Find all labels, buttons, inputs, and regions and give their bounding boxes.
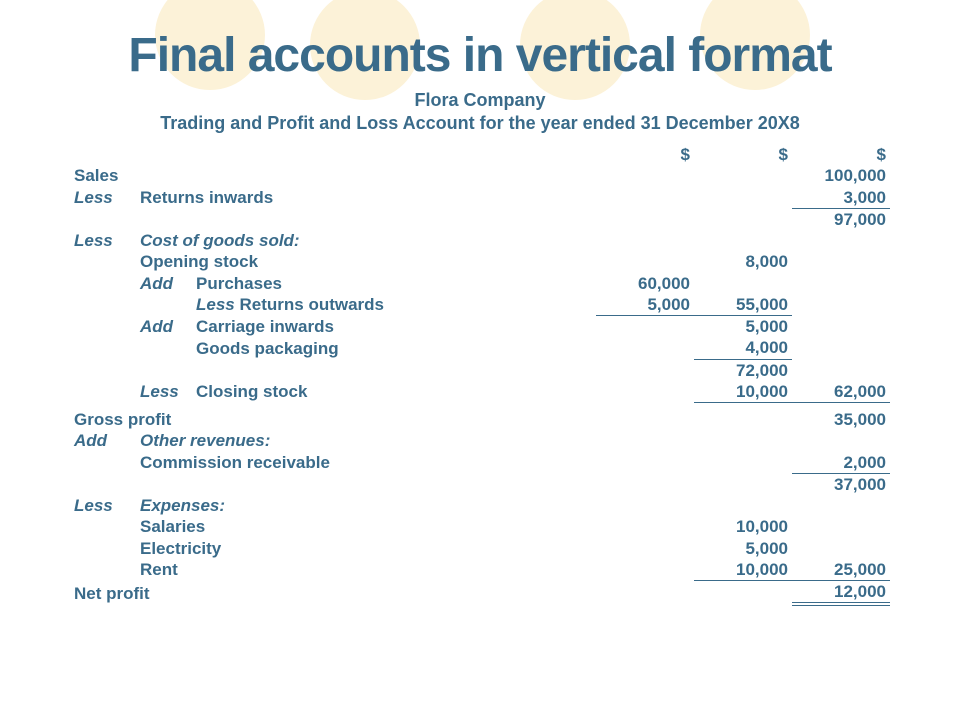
accounts-table: $ $ $ Sales 100,000 Less Returns inwards… [70,144,890,606]
subheading: Flora Company Trading and Profit and Los… [0,89,960,134]
less-label-3: Less [136,381,192,403]
gross-profit-value: 35,000 [792,409,890,430]
col-header-2: $ [694,144,792,165]
salaries-label: Salaries [136,516,596,537]
other-revenues-heading: Other revenues: [136,430,596,451]
returns-outwards-value: 5,000 [596,294,694,316]
row-electricity: Electricity 5,000 [70,538,890,559]
row-opening-stock: Opening stock 8,000 [70,251,890,272]
col-header-3: $ [792,144,890,165]
goods-packaging-label: Goods packaging [192,337,596,359]
rent-value: 10,000 [694,559,792,581]
returns-outwards-label: Returns outwards [239,295,384,314]
closing-stock-value: 10,000 [694,381,792,403]
less-label: Less [70,187,136,209]
row-net-profit: Net profit 12,000 [70,581,890,605]
row-other-revenues-heading: Add Other revenues: [70,430,890,451]
company-name: Flora Company [0,89,960,112]
less-label-4: Less [70,495,136,516]
commission-value: 2,000 [792,452,890,474]
currency-header-row: $ $ $ [70,144,890,165]
row-purchases: Add Purchases 60,000 [70,273,890,294]
row-commission: Commission receivable 2,000 [70,452,890,474]
account-sheet: $ $ $ Sales 100,000 Less Returns inwards… [70,144,890,606]
net-profit-value: 12,000 [792,581,890,605]
carriage-inwards-label: Carriage inwards [192,316,596,338]
goods-available-value: 72,000 [694,359,792,381]
row-gross-profit: Gross profit 35,000 [70,409,890,430]
add-label-3: Add [70,430,136,451]
net-profit-label: Net profit [70,581,596,605]
row-goods-packaging: Goods packaging 4,000 [70,337,890,359]
net-sales-value: 97,000 [792,208,890,230]
sales-label: Sales [70,165,596,186]
row-closing-stock: Less Closing stock 10,000 62,000 [70,381,890,403]
cogs-total-value: 62,000 [792,381,890,403]
row-returns-outwards: Less Returns outwards 5,000 55,000 [70,294,890,316]
goods-packaging-value: 4,000 [694,337,792,359]
expenses-total-value: 25,000 [792,559,890,581]
col-header-1: $ [596,144,694,165]
row-after-other-rev: 37,000 [70,473,890,495]
rent-label: Rent [136,559,596,581]
closing-stock-label: Closing stock [192,381,596,403]
row-salaries: Salaries 10,000 [70,516,890,537]
opening-stock-label: Opening stock [136,251,596,272]
commission-label: Commission receivable [136,452,596,474]
row-net-sales: 97,000 [70,208,890,230]
gross-profit-label: Gross profit [70,409,596,430]
returns-inwards-label: Returns inwards [136,187,596,209]
page-title: Final accounts in vertical format [0,0,960,83]
sales-value: 100,000 [792,165,890,186]
row-cogs-heading: Less Cost of goods sold: [70,230,890,251]
add-label-2: Add [136,316,192,338]
purchases-value: 60,000 [596,273,694,294]
row-returns-inwards: Less Returns inwards 3,000 [70,187,890,209]
returns-inwards-value: 3,000 [792,187,890,209]
salaries-value: 10,000 [694,516,792,537]
row-carriage-inwards: Add Carriage inwards 5,000 [70,316,890,338]
net-purchases-value: 55,000 [694,294,792,316]
cogs-heading: Cost of goods sold: [136,230,596,251]
row-expenses-heading: Less Expenses: [70,495,890,516]
carriage-inwards-value: 5,000 [694,316,792,338]
row-sales: Sales 100,000 [70,165,890,186]
row-rent: Rent 10,000 25,000 [70,559,890,581]
row-goods-available: 72,000 [70,359,890,381]
electricity-value: 5,000 [694,538,792,559]
returns-outwards-cell: Less Returns outwards [192,294,596,316]
add-label: Add [136,273,192,294]
opening-stock-value: 8,000 [694,251,792,272]
purchases-label: Purchases [192,273,596,294]
electricity-label: Electricity [136,538,596,559]
after-other-rev-value: 37,000 [792,473,890,495]
expenses-heading: Expenses: [136,495,596,516]
less-inline: Less [196,295,235,314]
less-label-2: Less [70,230,136,251]
statement-name: Trading and Profit and Loss Account for … [0,112,960,135]
